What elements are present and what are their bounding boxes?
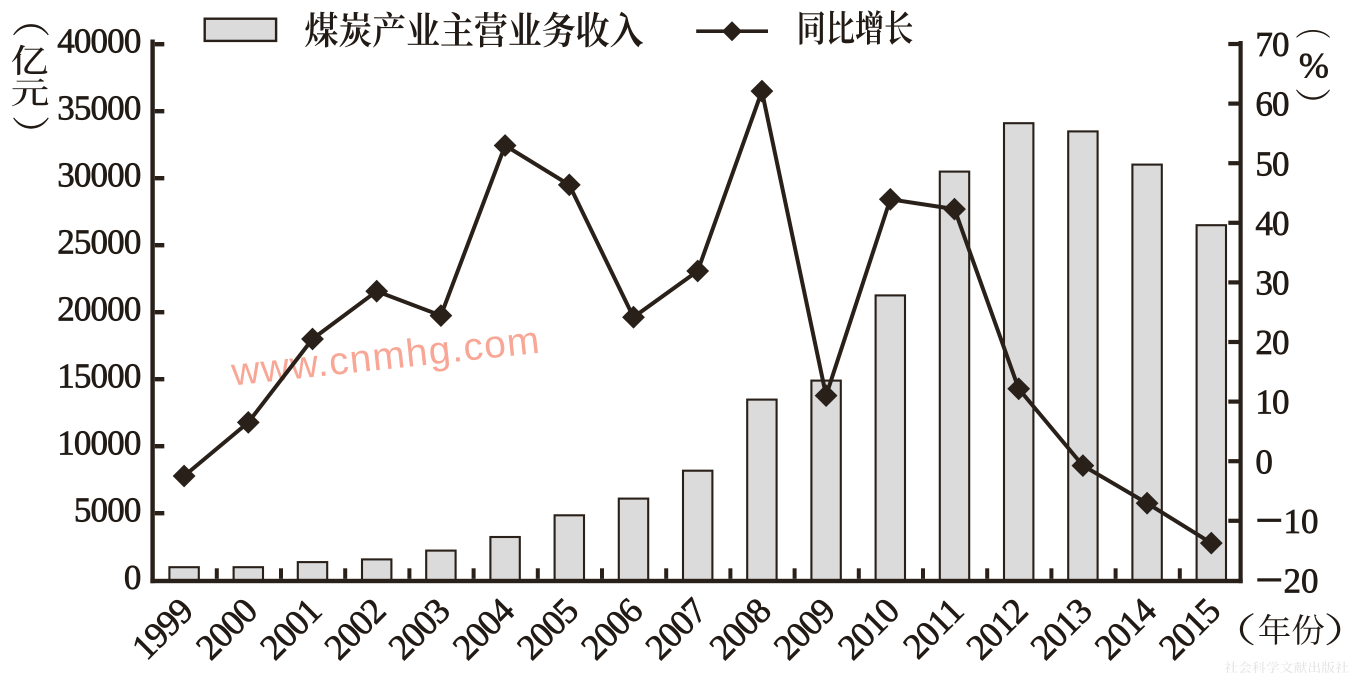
svg-text:10: 10 — [1255, 383, 1289, 422]
svg-text:0: 0 — [1255, 442, 1272, 481]
svg-text:35000: 35000 — [57, 89, 141, 128]
svg-text:60: 60 — [1255, 85, 1289, 124]
svg-text:10000: 10000 — [57, 424, 141, 463]
svg-text:25000: 25000 — [57, 223, 141, 262]
svg-text:10: 10 — [1284, 502, 1319, 541]
svg-text:0: 0 — [124, 558, 141, 597]
svg-text:30000: 30000 — [57, 156, 141, 195]
svg-text:20000: 20000 — [57, 290, 141, 329]
svg-text:%: % — [1299, 46, 1329, 86]
svg-text:50: 50 — [1255, 144, 1289, 183]
svg-text:20: 20 — [1284, 562, 1319, 601]
svg-text:70: 70 — [1255, 25, 1289, 64]
svg-text:40: 40 — [1255, 204, 1289, 243]
svg-text:5000: 5000 — [74, 491, 141, 530]
svg-text:15000: 15000 — [57, 357, 141, 396]
svg-text:20: 20 — [1255, 323, 1289, 362]
svg-text:40000: 40000 — [57, 22, 141, 61]
svg-text:30: 30 — [1255, 264, 1289, 303]
